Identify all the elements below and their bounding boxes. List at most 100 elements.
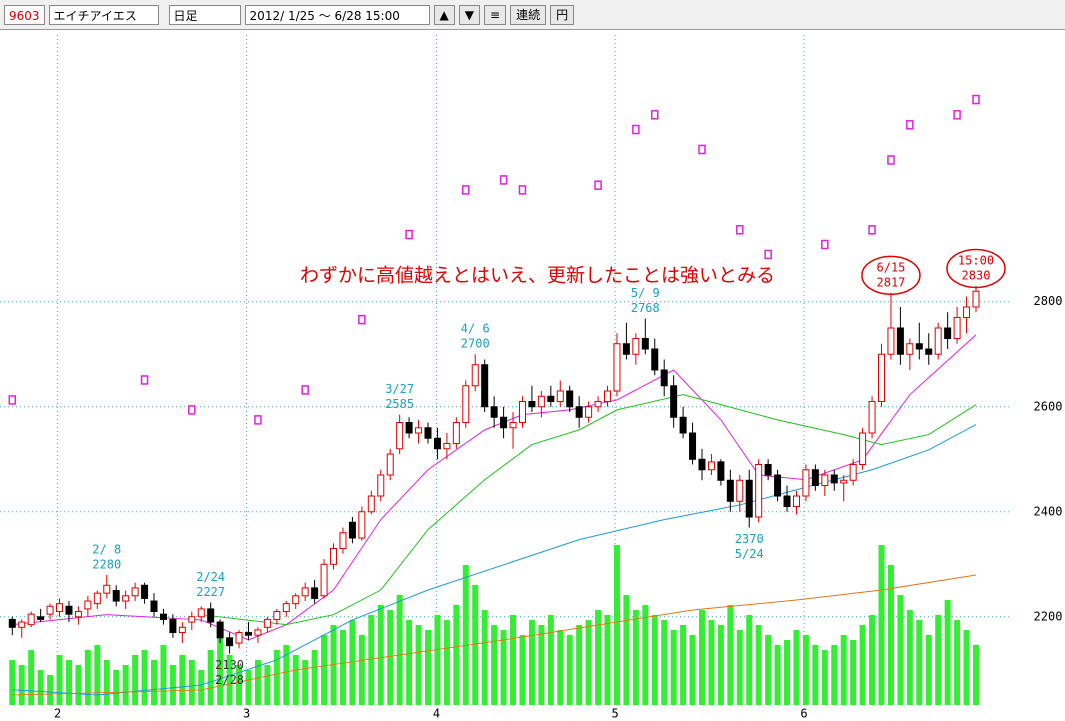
volume-bar [821,650,828,705]
candle-body [651,348,659,371]
volume-bar [396,595,403,705]
annotation-date: 4/ 6 [461,322,490,336]
candle-body [112,590,120,602]
volume-bar [236,665,243,705]
volume-bar [736,630,743,705]
candle-body [566,390,574,408]
candle-body [689,432,697,460]
button[interactable]: ▲ [433,4,455,25]
candle-body [386,453,394,476]
annotation-value: 2768 [631,301,660,315]
y-tick-label: 2200 [1034,609,1063,623]
annotation-date: 2/ 8 [92,542,121,556]
volume-bar [113,670,120,705]
volume-bar [254,660,261,705]
volume-bar [651,615,658,705]
annotation-note: わずかに高値越えとはいえ、更新したことは強いとみる [300,265,775,287]
overlay-marker [651,110,659,120]
overlay-marker [868,225,876,235]
volume-bar [972,645,979,705]
candle-body [424,427,432,439]
candle-body [56,603,64,613]
volume-bar [585,620,592,705]
candle-body [821,474,829,487]
volume-bar [302,660,309,705]
volume-bar [387,610,394,705]
overlay-marker [632,124,640,135]
candle-body [18,621,26,628]
date-range[interactable]: 2012/ 1/25 〜 6/28 15:00 [244,4,430,25]
candle-body [632,337,640,355]
x-tick-label: 6 [800,707,807,721]
stock-code[interactable]: 9603 [4,4,45,25]
candle-body [509,422,517,429]
stock-name[interactable]: エイチアイエス [48,4,159,25]
volume-bar [273,650,280,705]
candle-body [178,626,186,634]
annotation-date: 2/28 [215,673,244,687]
volume-bar [944,600,951,705]
candle-body [273,611,281,620]
annotation-circle [946,248,1006,289]
candle-body [301,587,309,597]
button[interactable]: ≡ [484,4,507,25]
candle-body [963,306,971,318]
volume-bar [538,625,545,705]
volume-bar [566,635,573,705]
candle-body [736,479,744,502]
volume-bar [897,595,904,705]
candle-body [670,385,678,418]
candle-body [972,290,980,308]
volume-bar [784,640,791,705]
candle-body [518,401,526,424]
volume-bar [443,620,450,705]
volume-bar [321,635,328,705]
volume-bar [916,620,923,705]
candle-body [887,327,895,355]
volume-bar [519,635,526,705]
candle-body [452,422,460,445]
candle-body [254,629,262,636]
volume-bar [963,630,970,705]
candle-body [859,432,867,466]
annotation-value: 2700 [461,337,490,351]
volume-bar [595,610,602,705]
button[interactable]: 円 [550,4,575,25]
candle-body [490,406,498,418]
button[interactable]: 連続 [510,4,547,25]
overlay-marker [594,180,602,190]
volume-bar [717,625,724,705]
candle-body [65,605,73,615]
candle-body [462,385,470,424]
candle-body [197,608,205,618]
overlay-marker [821,239,829,250]
candle-body [396,422,404,450]
volume-bar [188,660,195,705]
volume-bar [75,665,82,705]
x-tick-label: 3 [243,707,250,721]
overlay-marker [736,225,744,235]
annotation-date: 2/24 [196,570,225,584]
overlay-marker [405,229,413,240]
candle-body [37,616,45,620]
annotation-date: 5/ 9 [631,286,660,300]
volume-bar [56,655,63,705]
candle-body [46,605,54,615]
candle-body [339,532,347,550]
candle-body [235,632,243,644]
volume-bar [925,635,932,705]
candle-body [915,343,923,350]
period-select[interactable]: 日足 [168,4,241,25]
candle-body [556,390,564,403]
volume-bar [500,630,507,705]
button[interactable]: ▼ [458,4,481,25]
candle-body [547,395,555,403]
moving-average-line [12,574,977,696]
volume-bar [632,610,639,705]
volume-bar [528,620,535,705]
volume-bar [198,670,205,705]
candle-body [717,461,725,481]
toolbar: 9603 エイチアイエス 日足 2012/ 1/25 〜 6/28 15:00 … [0,0,1065,30]
candle-body [207,608,215,623]
